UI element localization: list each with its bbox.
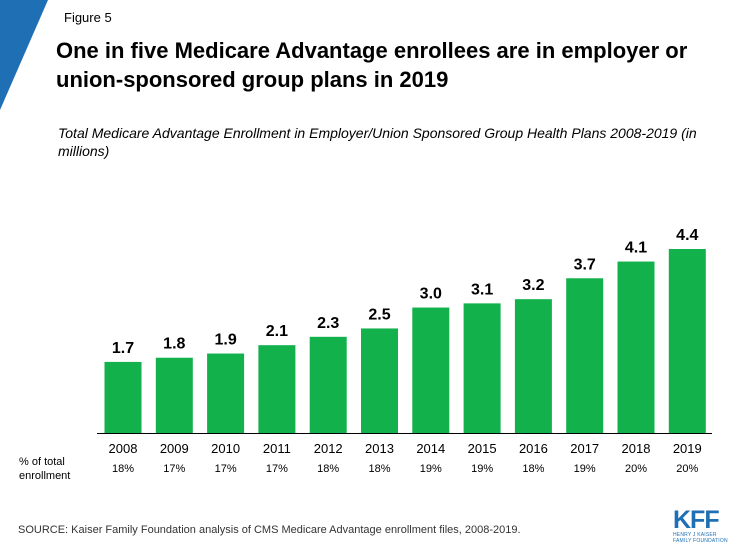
- value-label-2018: 4.1: [625, 240, 647, 257]
- x-tick-label-2008: 2008: [109, 441, 138, 456]
- pct-label-2019: 20%: [676, 463, 698, 475]
- pct-label-2016: 18%: [522, 463, 544, 475]
- x-tick-label-2014: 2014: [416, 441, 445, 456]
- logo-subtext: HENRY J KAISER FAMILY FOUNDATION: [673, 532, 728, 544]
- pct-label-2010: 17%: [215, 463, 237, 475]
- value-label-2011: 2.1: [266, 323, 288, 340]
- value-label-2019: 4.4: [676, 227, 698, 244]
- value-label-2013: 2.5: [368, 306, 390, 323]
- kff-logo: KFF HENRY J KAISER FAMILY FOUNDATION: [673, 508, 729, 546]
- bar-2018: [617, 261, 655, 433]
- x-tick-label-2017: 2017: [570, 441, 599, 456]
- pct-label-2012: 18%: [317, 463, 339, 475]
- bar-2016: [514, 299, 552, 433]
- logo-text: KFF: [673, 506, 720, 534]
- bar-2019: [668, 249, 706, 433]
- chart-title: One in five Medicare Advantage enrollees…: [56, 38, 688, 92]
- bar-2010: [207, 353, 245, 433]
- pct-label-2013: 18%: [368, 463, 390, 475]
- value-label-2008: 1.7: [112, 340, 134, 357]
- bar-2017: [566, 278, 604, 433]
- bar-2014: [412, 307, 450, 433]
- value-label-2016: 3.2: [522, 277, 544, 294]
- pct-label-2017: 19%: [574, 463, 596, 475]
- pct-label-2014: 19%: [420, 463, 442, 475]
- pct-label-2018: 20%: [625, 463, 647, 475]
- x-tick-label-2011: 2011: [263, 441, 291, 456]
- value-label-2014: 3.0: [420, 286, 442, 303]
- bar-2011: [258, 345, 296, 433]
- source-note: SOURCE: Kaiser Family Foundation analysi…: [18, 524, 521, 536]
- figure-label: Figure 5: [64, 10, 112, 25]
- value-label-2009: 1.8: [163, 336, 185, 353]
- pct-label-2008: 18%: [112, 463, 134, 475]
- chart-subtitle: Total Medicare Advantage Enrollment in E…: [58, 125, 697, 159]
- value-label-2017: 3.7: [574, 256, 596, 273]
- pct-label-2015: 19%: [471, 463, 493, 475]
- pct-of-total-caption: % of total enrollment: [19, 456, 71, 482]
- bar-2009: [155, 357, 193, 433]
- bar-2012: [309, 336, 347, 433]
- pct-label-2009: 17%: [163, 463, 185, 475]
- bar-2015: [463, 303, 501, 433]
- x-tick-label-2018: 2018: [622, 441, 651, 456]
- corner-accent-shape: [0, 0, 48, 110]
- bar-2008: [104, 361, 142, 433]
- pct-label-2011: 17%: [266, 463, 288, 475]
- x-tick-label-2013: 2013: [365, 441, 394, 456]
- value-label-2012: 2.3: [317, 315, 339, 332]
- x-tick-label-2010: 2010: [211, 441, 240, 456]
- x-tick-label-2016: 2016: [519, 441, 548, 456]
- x-tick-label-2012: 2012: [314, 441, 343, 456]
- value-label-2015: 3.1: [471, 281, 493, 298]
- x-tick-label-2009: 2009: [160, 441, 189, 456]
- x-tick-label-2015: 2015: [468, 441, 497, 456]
- x-tick-label-2019: 2019: [673, 441, 702, 456]
- bar-2013: [361, 328, 398, 433]
- value-label-2010: 1.9: [214, 332, 236, 349]
